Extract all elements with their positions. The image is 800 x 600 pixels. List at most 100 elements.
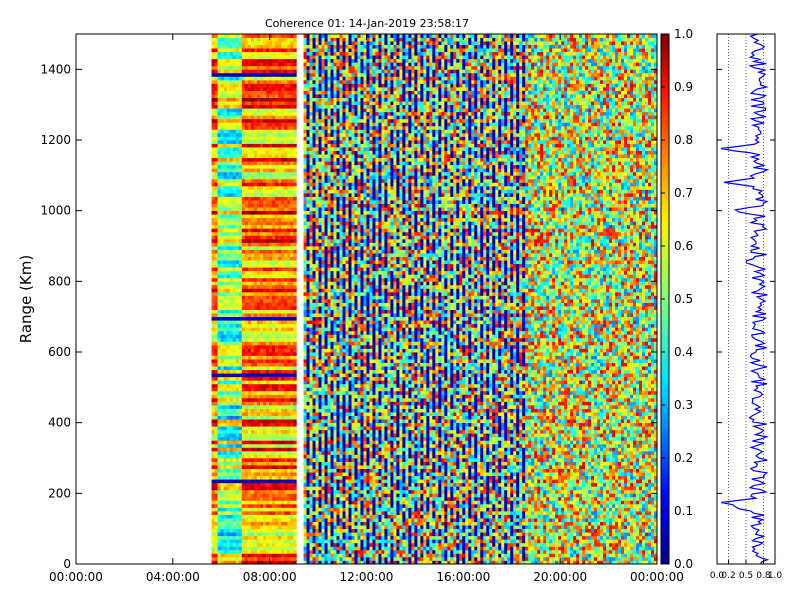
heatmap-cell (281, 387, 285, 392)
heatmap-cell (309, 461, 313, 466)
heatmap-cell (303, 560, 307, 565)
heatmap-cell (272, 327, 276, 332)
heatmap-cell (269, 48, 273, 53)
heatmap-cell (229, 503, 234, 508)
heatmap-cell (259, 482, 264, 487)
heatmap-cell (281, 108, 285, 113)
heatmap-cell (232, 337, 237, 342)
heatmap-cell (244, 525, 249, 530)
heatmap-cell (306, 147, 310, 151)
heatmap-cell (290, 143, 294, 148)
heatmap-cell (309, 560, 313, 565)
heatmap-cell (309, 143, 313, 148)
heatmap-cell (235, 429, 240, 434)
heatmap-cell (303, 433, 307, 438)
heatmap-cell (309, 327, 313, 332)
heatmap-cell (214, 553, 219, 558)
heatmap-cell (266, 553, 270, 558)
heatmap-cell (269, 380, 273, 385)
heatmap-cell (290, 486, 294, 491)
heatmap-cell (303, 532, 307, 537)
heatmap-cell (318, 436, 322, 441)
heatmap-cell (256, 429, 261, 434)
heatmap-cell (229, 256, 234, 261)
heatmap-cell (269, 344, 273, 349)
heatmap-cell (214, 274, 219, 279)
heatmap-cell (232, 362, 237, 367)
heatmap-cell (232, 178, 237, 183)
heatmap-cell (306, 129, 310, 134)
heatmap-cell (256, 129, 261, 134)
heatmap-cell (269, 249, 273, 254)
heatmap-cell (312, 281, 316, 286)
heatmap-cell (269, 62, 273, 67)
heatmap-cell (256, 161, 261, 166)
heatmap-cell (284, 65, 288, 70)
heatmap-cell (309, 295, 313, 300)
heatmap-cell (241, 454, 246, 459)
heatmap-cell (217, 260, 222, 265)
heatmap-cell (281, 525, 285, 530)
heatmap-cell (269, 316, 273, 321)
heatmap-cell (269, 320, 273, 325)
heatmap-cell (269, 337, 273, 342)
heatmap-cell (281, 83, 285, 88)
heatmap-cell (281, 263, 285, 268)
heatmap-cell (238, 175, 243, 180)
heatmap-cell (306, 196, 310, 201)
heatmap-cell (223, 79, 228, 84)
heatmap-cell (278, 210, 282, 215)
heatmap-cell (312, 136, 316, 141)
heatmap-cell (309, 104, 313, 109)
heatmap-cell (263, 41, 267, 45)
heatmap-cell (272, 352, 276, 356)
heatmap-cell (263, 496, 267, 501)
heatmap-cell (278, 58, 282, 63)
heatmap-cell (290, 101, 294, 106)
heatmap-cell (272, 34, 276, 38)
heatmap-cell (217, 182, 222, 187)
heatmap-cell (293, 330, 297, 335)
heatmap-cell (281, 334, 285, 339)
heatmap-cell (220, 249, 225, 254)
heatmap-cell (272, 291, 276, 296)
heatmap-cell (217, 352, 222, 356)
heatmap-cell (284, 433, 288, 438)
heatmap-cell (293, 34, 297, 38)
heatmap-cell (272, 111, 276, 116)
heatmap-cell (214, 458, 219, 462)
heatmap-cell (266, 157, 270, 162)
heatmap-cell (244, 281, 249, 286)
heatmap-cell (232, 383, 237, 388)
heatmap-cell (263, 507, 267, 512)
heatmap-cell (290, 284, 294, 289)
heatmap-cell (306, 496, 310, 501)
heatmap-cell (269, 288, 273, 293)
heatmap-cell (293, 48, 297, 53)
heatmap-cell (232, 348, 237, 353)
heatmap-cell (312, 291, 316, 296)
heatmap-cell (214, 337, 219, 342)
heatmap-cell (214, 281, 219, 286)
heatmap-cell (247, 302, 252, 307)
heatmap-cell (247, 366, 252, 371)
heatmap-cell (306, 542, 310, 547)
heatmap-cell (293, 560, 297, 565)
heatmap-cell (220, 291, 225, 296)
heatmap-cell (238, 41, 243, 45)
heatmap-cell (306, 87, 310, 91)
heatmap-cell (217, 154, 222, 159)
heatmap-cell (214, 291, 219, 296)
heatmap-cell (211, 401, 215, 406)
heatmap-cell (220, 405, 225, 409)
heatmap-cell (211, 161, 215, 166)
heatmap-cell (309, 193, 313, 197)
heatmap-cell (253, 482, 258, 487)
heatmap-cell (315, 472, 319, 477)
heatmap-cell (235, 207, 240, 212)
heatmap-cell (278, 178, 282, 183)
heatmap-cell (287, 136, 291, 141)
heatmap-cell (235, 37, 240, 42)
heatmap-cell (247, 535, 252, 540)
heatmap-cell (217, 528, 222, 533)
